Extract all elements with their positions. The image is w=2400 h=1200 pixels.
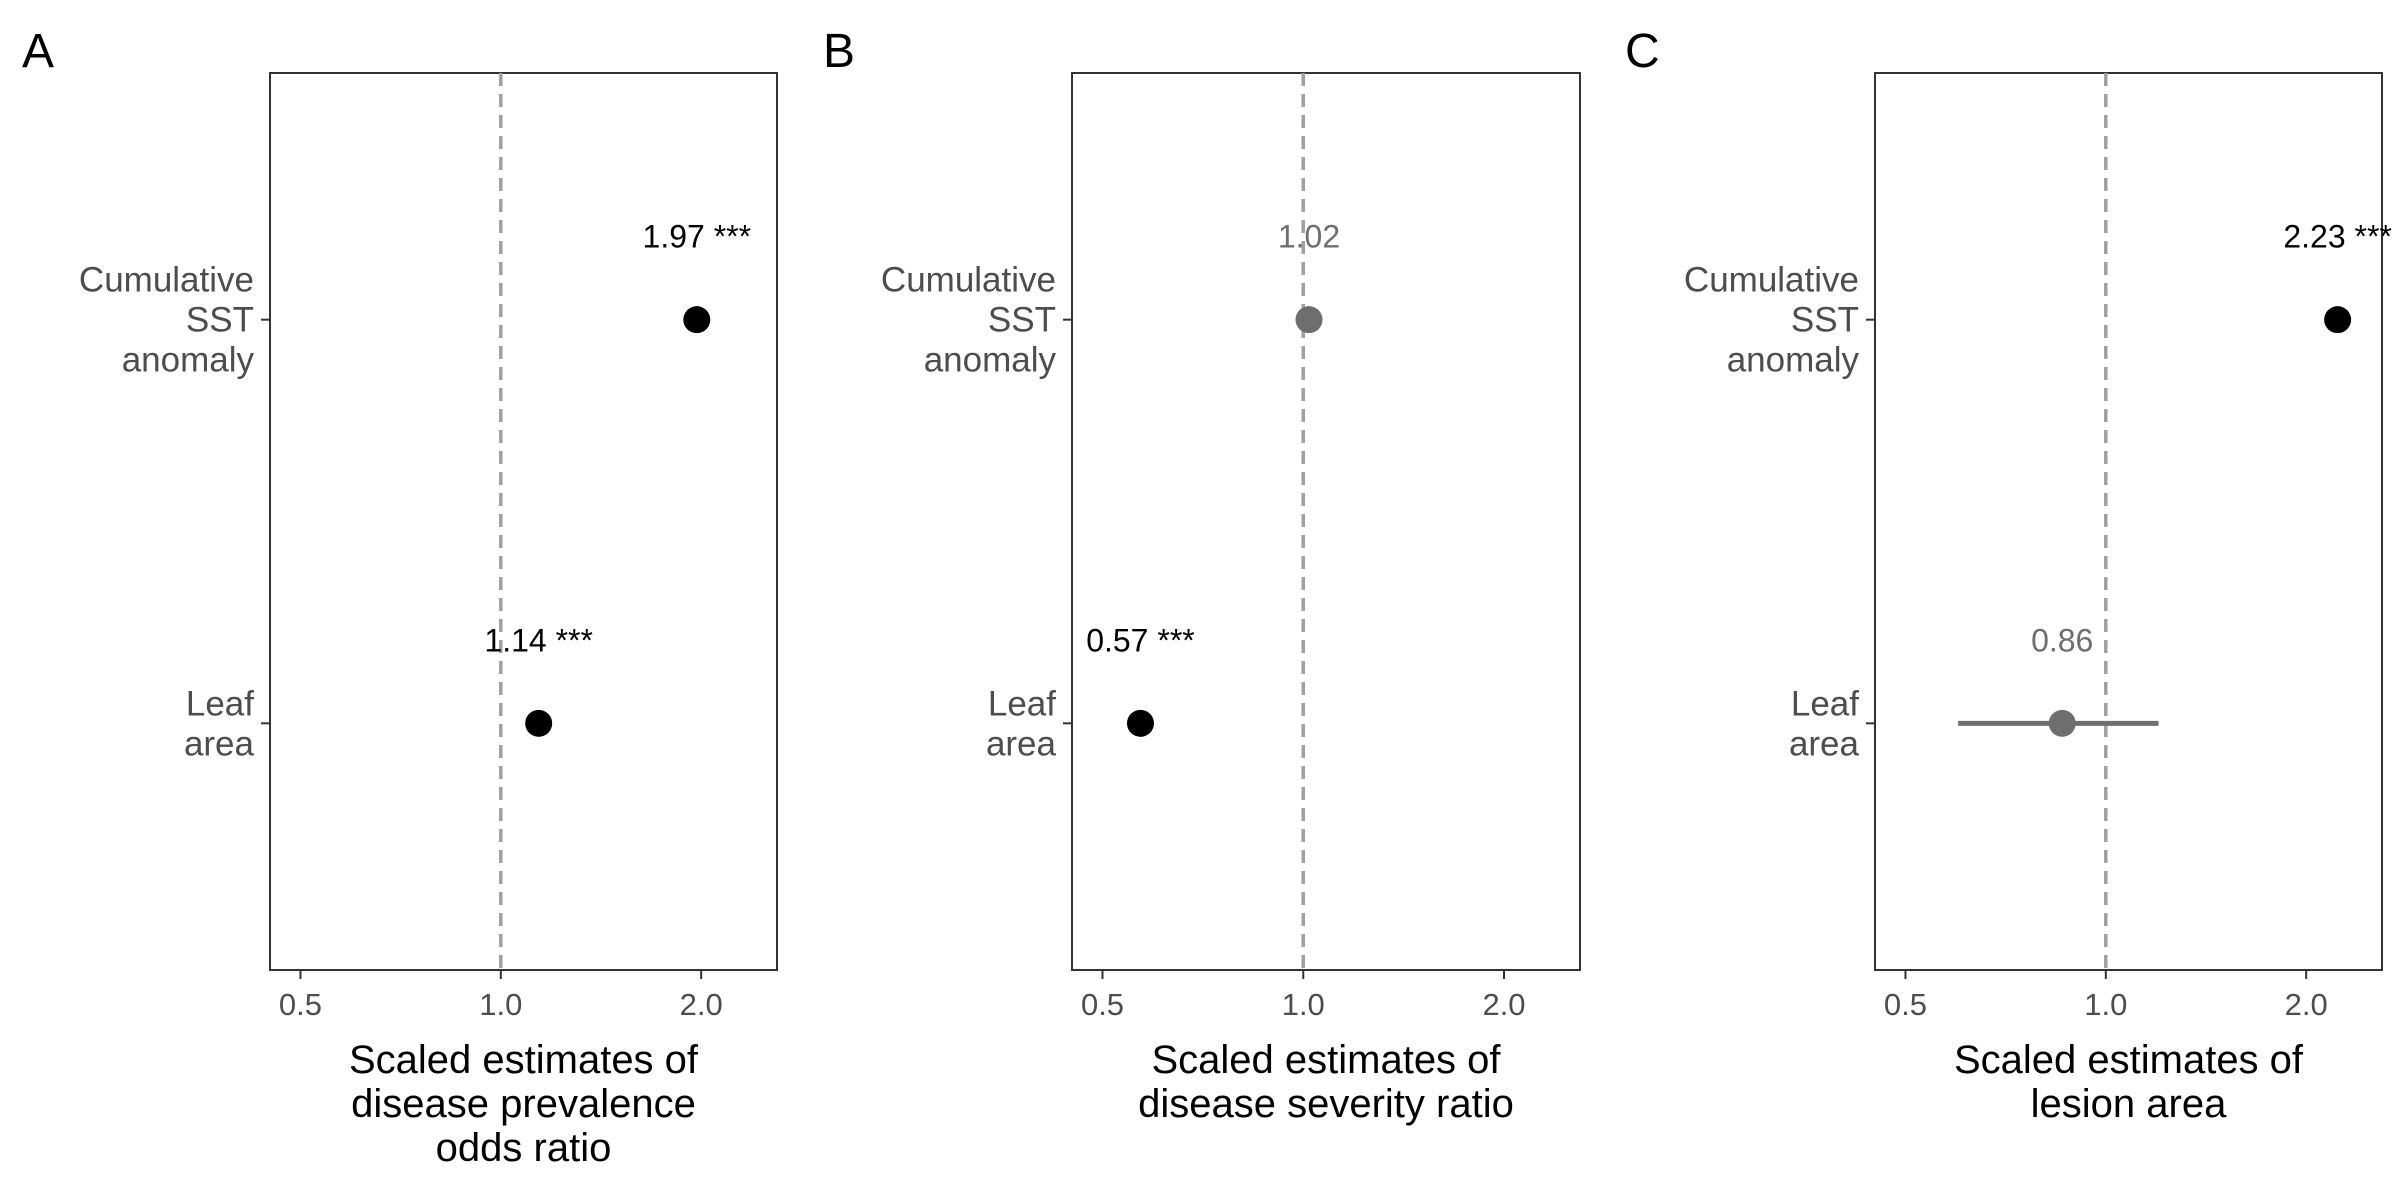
panel-letter: B (823, 25, 855, 78)
x-tick-label: 1.0 (1282, 987, 1325, 1022)
plot-frame (269, 72, 778, 971)
x-axis-title-line: Scaled estimates of (349, 1038, 699, 1082)
plot-frame (1071, 72, 1581, 971)
estimate-label: 1.97 *** (643, 219, 752, 255)
y-category-label-line: Cumulative (1684, 261, 1859, 300)
y-category-label-line: area (1789, 724, 1860, 763)
estimate-label: 1.02 (1278, 219, 1340, 255)
x-axis-title-line: Scaled estimates of (1954, 1038, 2304, 1082)
estimate-label: 1.14 *** (484, 622, 593, 658)
x-axis-title-line: disease prevalence (351, 1082, 696, 1126)
panel-letter: C (1625, 25, 1660, 78)
x-axis-title-line: odds ratio (436, 1126, 612, 1170)
panel-letter: A (22, 25, 54, 78)
plot-frame (1874, 72, 2383, 971)
y-category-label-line: anomaly (924, 341, 1057, 380)
y-category-label-line: anomaly (1727, 341, 1860, 380)
estimate-point (1295, 306, 1323, 334)
estimate-point (2048, 709, 2076, 737)
y-category-label-line: area (986, 724, 1057, 763)
estimate-label: 0.57 *** (1086, 622, 1195, 658)
estimate-point (2324, 306, 2352, 334)
x-axis-title-line: disease severity ratio (1138, 1082, 1514, 1126)
y-category-label-line: SST (988, 301, 1056, 340)
y-category-label-line: Leaf (186, 684, 254, 723)
x-tick-label: 2.0 (2285, 987, 2328, 1022)
y-category-label-line: Leaf (1791, 684, 1859, 723)
estimate-label: 2.23 *** (2283, 219, 2392, 255)
x-tick-label: 0.5 (1884, 987, 1927, 1022)
estimate-point (1126, 709, 1154, 737)
y-category-label-line: SST (1791, 301, 1859, 340)
y-category-label-line: Cumulative (79, 261, 254, 300)
y-category-label-line: anomaly (122, 341, 255, 380)
y-category-label-line: SST (186, 301, 254, 340)
x-tick-label: 2.0 (680, 987, 723, 1022)
y-category-label-line: area (184, 724, 255, 763)
x-axis-title-line: lesion area (2031, 1082, 2227, 1126)
y-category-label-line: Cumulative (881, 261, 1056, 300)
x-tick-label: 1.0 (2084, 987, 2127, 1022)
y-category-label-line: Leaf (988, 684, 1056, 723)
estimate-point (683, 306, 711, 334)
estimate-label: 0.86 (2031, 622, 2093, 658)
x-axis-title-line: Scaled estimates of (1151, 1038, 1501, 1082)
x-tick-label: 0.5 (279, 987, 322, 1022)
x-tick-label: 2.0 (1482, 987, 1525, 1022)
x-tick-label: 1.0 (479, 987, 522, 1022)
estimate-point (525, 709, 553, 737)
x-tick-label: 0.5 (1081, 987, 1124, 1022)
